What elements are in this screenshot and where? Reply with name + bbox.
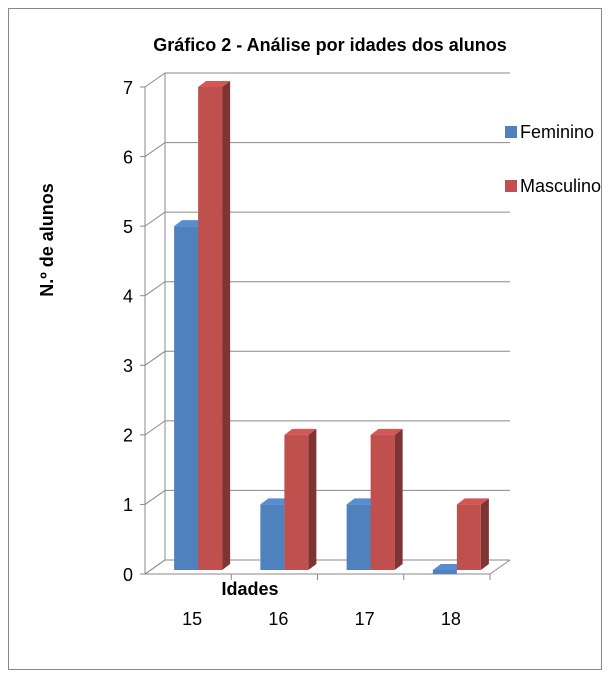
y-tick-label: 4: [123, 286, 133, 306]
bar: [198, 87, 223, 570]
legend-swatch: [505, 180, 517, 192]
bar-top: [284, 428, 317, 435]
bar: [456, 504, 481, 570]
grid-line: [144, 350, 510, 366]
x-axis-label: Idades: [221, 579, 278, 599]
grid-line: [144, 72, 510, 88]
bar-side: [308, 428, 317, 570]
y-tick-label: 3: [123, 356, 133, 376]
x-tick-label: 18: [441, 609, 461, 629]
bar: [260, 504, 285, 570]
grid-line: [144, 420, 510, 436]
y-tick-label: 0: [123, 565, 133, 585]
bar-side: [394, 428, 403, 570]
bar: [346, 504, 371, 570]
legend-label: Masculino: [520, 176, 601, 196]
y-axis-label: N.º de alunos: [37, 183, 57, 297]
chart-title: Gráfico 2 - Análise por idades dos aluno…: [153, 35, 506, 55]
legend-label: Feminino: [520, 122, 594, 142]
x-tick-label: 15: [182, 609, 202, 629]
chart-border: [8, 8, 602, 670]
bar-side: [480, 498, 489, 570]
legend-swatch: [505, 126, 517, 138]
bar: [432, 570, 457, 574]
y-tick-label: 7: [123, 78, 133, 98]
y-tick-label: 6: [123, 147, 133, 167]
x-tick-label: 17: [355, 609, 375, 629]
grid-line: [144, 211, 510, 227]
bar-side: [222, 81, 231, 570]
grid-line: [144, 142, 510, 157]
x-tick-label: 16: [268, 609, 288, 629]
y-tick-label: 5: [123, 217, 133, 237]
y-tick-label: 1: [123, 495, 133, 515]
bar: [370, 434, 395, 570]
y-tick-label: 2: [123, 426, 133, 446]
bar-top: [370, 428, 403, 435]
bar: [284, 434, 309, 570]
grid-line: [144, 281, 510, 297]
bar-top: [456, 498, 489, 505]
bar: [174, 226, 199, 570]
bar-top: [198, 81, 231, 87]
